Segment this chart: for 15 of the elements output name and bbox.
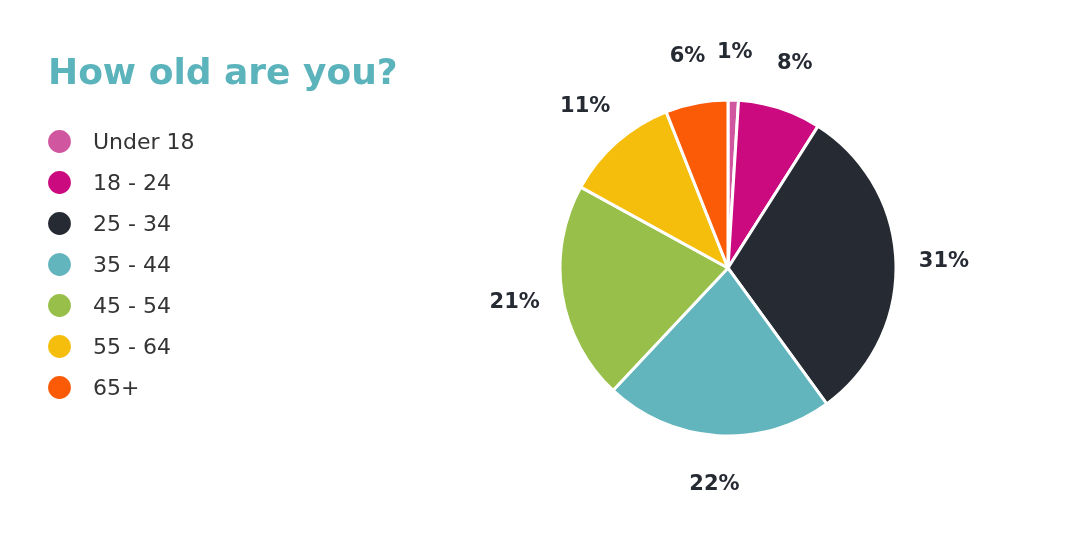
data-label: 22% [689,470,740,495]
legend-label: Under 18 [93,128,195,154]
legend-label: 55 - 64 [93,333,171,359]
data-label: 11% [560,92,611,117]
legend-label: 65+ [93,374,140,400]
data-label: 31% [918,248,970,273]
legend-label: 25 - 34 [93,210,171,236]
data-label: 21% [489,288,540,313]
data-label: 8% [776,49,813,74]
data-label: 6% [669,42,706,67]
data-label: 1% [716,39,753,64]
legend-label: 18 - 24 [93,169,171,195]
legend-label: 45 - 54 [93,292,171,318]
legend-label: 35 - 44 [93,251,171,277]
chart-title: How old are you? [48,51,398,92]
